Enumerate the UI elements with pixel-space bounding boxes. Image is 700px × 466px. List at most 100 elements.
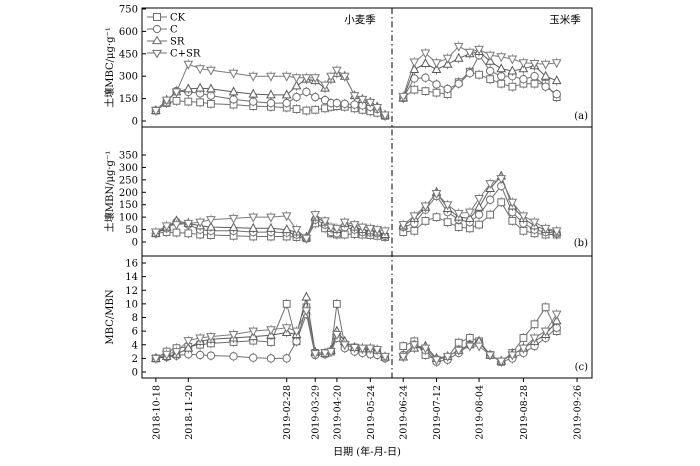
point-c-c-plus-sr-maize-9 [496, 357, 507, 367]
point-a-c-wheat-10 [292, 92, 301, 102]
point-a-ck-wheat-3 [184, 97, 193, 106]
point-a-sr-maize-2 [420, 58, 431, 68]
point-c-c-plus-sr-wheat-7 [248, 327, 259, 337]
point-c-c-plus-sr-maize-3 [431, 356, 442, 366]
point-b-c-plus-sr-wheat-12 [310, 211, 321, 221]
point-b-c-plus-sr-wheat-1 [161, 222, 172, 232]
point-a-c-maize-12 [530, 72, 539, 81]
point-a-sr-maize-13 [540, 70, 551, 80]
point-c-c-plus-sr-wheat-12 [310, 350, 321, 360]
point-a-c-plus-sr-wheat-8 [266, 72, 276, 82]
y-tick-label-b-6: 300 [119, 163, 138, 174]
point-b-c-plus-sr-wheat-0 [151, 228, 161, 238]
y-tick-label-a-3: 450 [119, 49, 138, 60]
point-c-c-plus-sr-maize-10 [507, 351, 518, 361]
point-c-c-plus-sr-wheat-10 [291, 327, 302, 337]
point-a-sr-wheat-7 [248, 88, 259, 98]
point-b-c-plus-sr-maize-3 [431, 190, 442, 199]
y-tick-label-c-0: 0 [132, 368, 138, 379]
point-a-c-plus-sr-maize-6 [464, 48, 475, 58]
point-b-c-maize-8 [485, 195, 495, 204]
point-a-ck-maize-12 [530, 79, 539, 88]
point-b-ck-maize-10 [508, 216, 517, 225]
y-tick-label-b-2: 100 [119, 213, 138, 224]
point-b-sr-wheat-5 [206, 221, 216, 231]
point-a-c-plus-sr-wheat-18 [357, 95, 368, 105]
point-b-ck-maize-8 [486, 210, 495, 219]
point-b-c-plus-sr-wheat-20 [372, 226, 383, 236]
point-a-c-wheat-11 [302, 87, 311, 97]
y-tick-label-b-0: 0 [132, 238, 138, 249]
point-a-c-maize-4 [443, 84, 452, 94]
legend-marker-c [152, 24, 162, 34]
point-a-c-wheat-15 [332, 98, 342, 108]
point-b-c-plus-sr-maize-7 [474, 195, 484, 204]
x-tick-label-5: 2019-05-24 [366, 385, 377, 440]
legend-label-ck: CK [170, 13, 186, 24]
point-a-c-plus-sr-wheat-6 [228, 69, 239, 79]
point-b-c-plus-sr-wheat-18 [357, 223, 368, 233]
point-a-c-maize-2 [421, 73, 430, 82]
point-a-c-wheat-17 [350, 100, 359, 109]
point-b-sr-wheat-8 [266, 222, 276, 232]
point-a-ck-maize-9 [497, 79, 506, 88]
point-b-sr-wheat-9 [281, 224, 292, 234]
point-b-sr-wheat-7 [248, 222, 259, 232]
point-b-c-plus-sr-maize-1 [409, 212, 420, 222]
point-b-c-plus-sr-wheat-11 [301, 234, 312, 244]
point-a-c-wheat-8 [266, 98, 276, 108]
point-b-sr-maize-6 [464, 212, 475, 222]
point-c-c-plus-sr-wheat-14 [326, 348, 336, 358]
point-c-c-plus-sr-wheat-2 [171, 348, 182, 358]
point-c-c-plus-sr-wheat-20 [372, 346, 383, 355]
point-a-ck-maize-7 [475, 70, 483, 79]
point-a-c-plus-sr-wheat-4 [195, 65, 205, 75]
legend-item-ck: CK [147, 13, 186, 24]
point-b-c-plus-sr-wheat-19 [365, 224, 376, 234]
y-tick-label-c-5: 10 [125, 299, 138, 310]
point-c-c-plus-sr-maize-6 [464, 342, 475, 352]
point-b-ck-maize-9 [497, 198, 506, 207]
x-tick-label-7: 2019-07-12 [432, 385, 443, 440]
panel-tag-a: (a) [574, 111, 588, 122]
point-a-c-plus-sr-wheat-19 [365, 98, 376, 108]
point-a-c-plus-sr-wheat-1 [161, 96, 172, 106]
point-c-c-wheat-8 [266, 354, 276, 363]
point-b-c-plus-sr-wheat-2 [171, 221, 182, 231]
point-b-ck-maize-11 [519, 226, 528, 235]
point-c-c-plus-sr-wheat-0 [151, 354, 161, 364]
point-c-c-plus-sr-maize-5 [453, 346, 464, 356]
point-a-ck-maize-2 [421, 87, 430, 96]
x-tick-label-10: 2019-09-26 [573, 385, 584, 440]
point-c-c-wheat-9 [282, 354, 291, 363]
y-tick-label-c-7: 14 [125, 272, 138, 283]
point-a-c-plus-sr-maize-7 [474, 45, 484, 55]
y-axis-title-a: 土壤MBC/μg·g⁻¹ [103, 27, 116, 108]
point-a-c-plus-sr-wheat-21 [380, 111, 390, 121]
y-tick-label-c-6: 12 [125, 286, 138, 297]
point-a-c-plus-sr-wheat-16 [339, 72, 350, 82]
point-b-ck-maize-1 [410, 226, 419, 235]
point-a-c-plus-sr-wheat-10 [291, 74, 302, 84]
point-b-c-plus-sr-wheat-4 [195, 218, 205, 228]
y-tick-label-c-2: 4 [132, 340, 138, 351]
point-c-c-plus-sr-maize-8 [485, 351, 495, 361]
point-b-c-plus-sr-maize-0 [398, 221, 409, 231]
point-a-c-maize-3 [432, 80, 441, 89]
point-a-sr-maize-14 [551, 75, 562, 85]
point-c-c-plus-sr-wheat-16 [339, 341, 350, 351]
point-c-sr-wheat-11 [301, 291, 312, 301]
point-b-ck-maize-3 [432, 213, 441, 222]
point-c-c-plus-sr-maize-0 [398, 352, 409, 362]
point-c-ck-wheat-15 [332, 299, 341, 308]
point-a-c-plus-sr-wheat-9 [281, 72, 292, 82]
point-a-c-plus-sr-wheat-11 [301, 74, 312, 84]
point-a-sr-wheat-6 [228, 86, 239, 96]
point-a-c-plus-sr-wheat-17 [349, 92, 360, 102]
point-c-c-plus-sr-wheat-5 [206, 333, 216, 343]
y-tick-label-a-5: 750 [119, 5, 138, 16]
point-a-sr-maize-10 [507, 65, 518, 75]
point-a-ck-maize-8 [486, 75, 495, 84]
point-a-c-plus-sr-wheat-0 [151, 107, 161, 116]
y-tick-label-a-1: 150 [119, 94, 138, 105]
